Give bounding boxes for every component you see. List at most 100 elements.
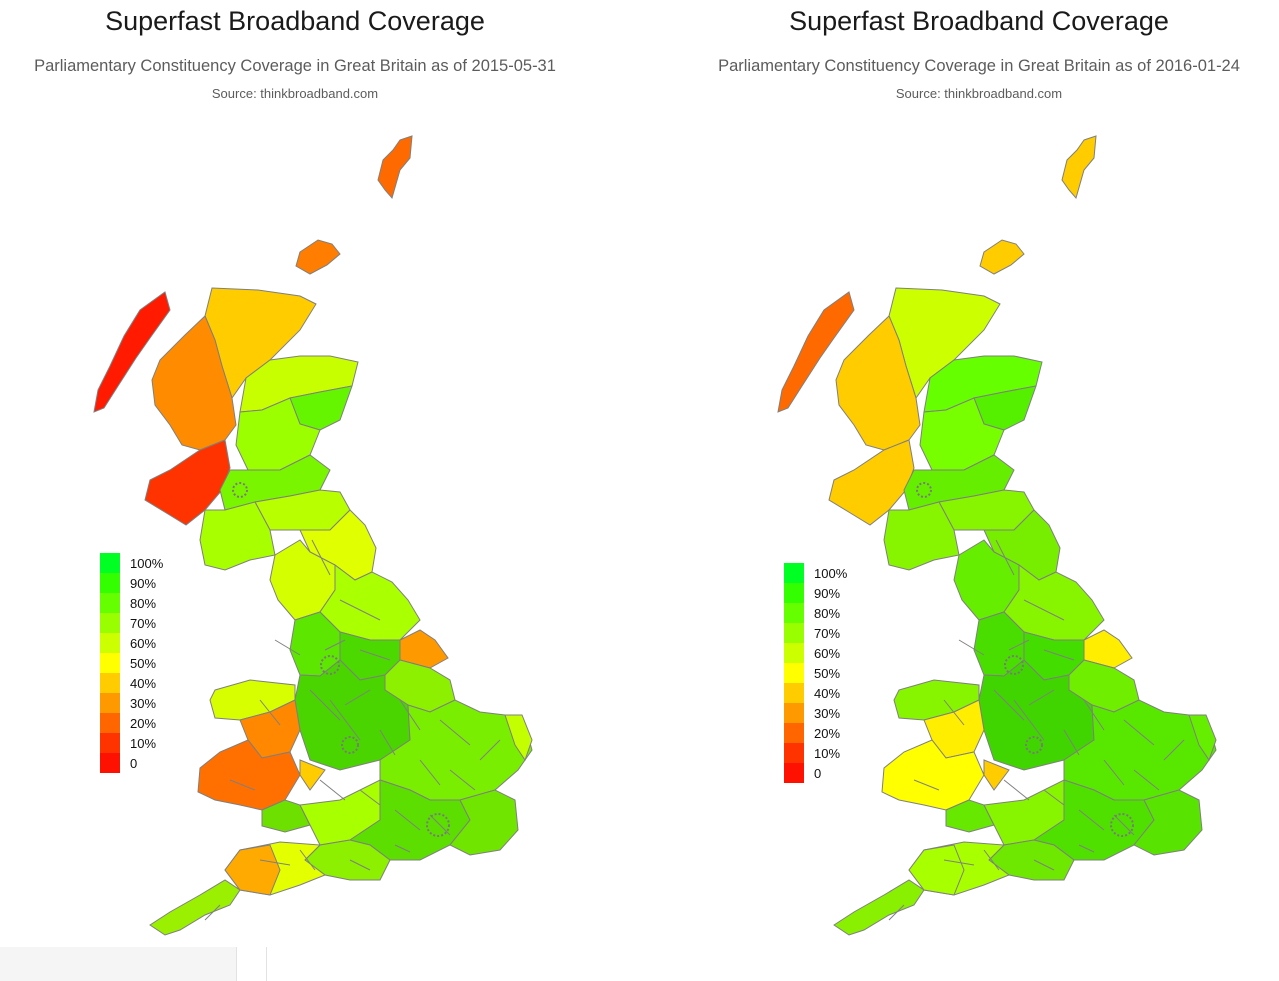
london-dense-boundaries	[426, 813, 450, 837]
region-orkney	[295, 239, 341, 275]
legend-swatch	[100, 553, 120, 573]
legend-swatch	[100, 713, 120, 733]
manchester-dense-boundaries	[1004, 655, 1024, 675]
legend-label: 70%	[130, 616, 157, 631]
region-kent	[1133, 789, 1203, 856]
region-dumfries	[199, 501, 276, 571]
constituency-boundaries	[204, 539, 501, 921]
legend-label: 40%	[130, 676, 157, 691]
region-shetland	[1061, 135, 1097, 200]
legend-swatch	[784, 663, 804, 683]
legend-label: 30%	[814, 706, 841, 721]
map-panel-2016: Superfast Broadband Coverage Parliamenta…	[684, 0, 1274, 945]
map-subtitle: Parliamentary Constituency Coverage in G…	[718, 57, 1240, 75]
legend-label: 10%	[814, 746, 841, 761]
legend-swatch	[784, 703, 804, 723]
constituency-regions	[777, 135, 1217, 936]
region-cornwall	[833, 879, 925, 936]
region-argyll	[144, 439, 231, 526]
legend-label: 50%	[130, 656, 157, 671]
legend-label: 100%	[130, 556, 164, 571]
legend-swatch	[100, 633, 120, 653]
legend-label: 80%	[814, 606, 841, 621]
legend-swatch	[784, 623, 804, 643]
legend-label: 60%	[130, 636, 157, 651]
legend-swatch	[100, 753, 120, 773]
region-east-anglia	[379, 699, 533, 801]
region-hebrides	[777, 291, 855, 413]
legend-label: 50%	[814, 666, 841, 681]
legend-label: 90%	[814, 586, 841, 601]
legend-swatch	[784, 763, 804, 783]
region-orkney	[979, 239, 1025, 275]
london-dense-boundaries	[1110, 813, 1134, 837]
footer-panel	[0, 947, 237, 981]
legend-swatch	[100, 573, 120, 593]
legend-swatch	[100, 653, 120, 673]
legend-label: 90%	[130, 576, 157, 591]
footer-divider	[266, 947, 267, 981]
gb-coverage-map-2016	[777, 135, 1217, 936]
legend-swatch	[784, 563, 804, 583]
inner-boundary-lines	[204, 539, 501, 921]
coverage-legend: 100% 90% 80% 70% 60% 50% 40% 30% 20% 10% 0	[784, 563, 884, 788]
legend-label: 80%	[130, 596, 157, 611]
region-tayside	[919, 397, 1005, 471]
map-source: Source: thinkbroadband.com	[211, 86, 379, 101]
legend-swatch	[784, 683, 804, 703]
region-herefordshire	[983, 759, 1010, 791]
gb-coverage-map-2015	[93, 135, 533, 936]
region-norfolk-coast	[1188, 714, 1217, 762]
region-west-wales	[197, 739, 301, 811]
legend-label: 30%	[130, 696, 157, 711]
region-norfolk-coast	[504, 714, 533, 762]
map-source: Source: thinkbroadband.com	[895, 86, 1063, 101]
birmingham-dense-boundaries	[341, 736, 359, 754]
legend-swatch	[100, 613, 120, 633]
region-london-south	[348, 779, 471, 861]
birmingham-dense-boundaries	[1025, 736, 1043, 754]
region-argyll	[828, 439, 915, 526]
coverage-legend: 100% 90% 80% 70% 60% 50% 40% 30% 20% 10% 0	[100, 553, 200, 778]
legend-label: 20%	[814, 726, 841, 741]
legend-label: 70%	[814, 626, 841, 641]
legend-label: 40%	[814, 686, 841, 701]
map-title: Superfast Broadband Coverage	[789, 6, 1169, 36]
region-herefordshire	[299, 759, 326, 791]
legend-label: 20%	[130, 716, 157, 731]
region-highland-west	[835, 315, 921, 451]
region-dumfries	[883, 501, 960, 571]
legend-swatch	[784, 643, 804, 663]
constituency-boundaries	[888, 539, 1185, 921]
legend-swatch	[100, 593, 120, 613]
region-kent	[449, 789, 519, 856]
legend-swatch	[100, 733, 120, 753]
region-tayside	[235, 397, 321, 471]
glasgow-dense-boundaries	[916, 482, 932, 498]
legend-label: 10%	[130, 736, 157, 751]
region-east-anglia	[1063, 699, 1217, 801]
region-london-south	[1032, 779, 1155, 861]
map-panel-2015: Superfast Broadband Coverage Parliamenta…	[0, 0, 590, 945]
legend-swatch	[784, 723, 804, 743]
region-hebrides	[93, 291, 171, 413]
legend-swatch	[784, 743, 804, 763]
region-shetland	[377, 135, 413, 200]
map-title: Superfast Broadband Coverage	[105, 6, 485, 36]
region-highland-west	[151, 315, 237, 451]
legend-label: 100%	[814, 566, 848, 581]
glasgow-dense-boundaries	[232, 482, 248, 498]
manchester-dense-boundaries	[320, 655, 340, 675]
region-north-yorkshire	[319, 564, 421, 641]
region-cornwall	[149, 879, 241, 936]
region-west-wales	[881, 739, 985, 811]
legend-label: 60%	[814, 646, 841, 661]
legend-swatch	[100, 693, 120, 713]
legend-label: 0	[814, 766, 822, 781]
inner-boundary-lines	[888, 539, 1185, 921]
constituency-regions	[93, 135, 533, 936]
legend-swatch	[784, 583, 804, 603]
legend-swatch	[784, 603, 804, 623]
legend-label: 0	[130, 756, 138, 771]
map-subtitle: Parliamentary Constituency Coverage in G…	[34, 57, 556, 75]
